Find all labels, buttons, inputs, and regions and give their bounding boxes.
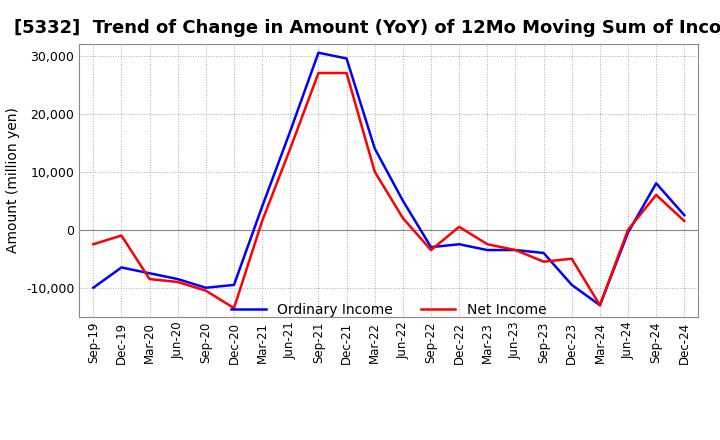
Net Income	[427, 247, 436, 253]
Ordinary Income	[230, 282, 238, 287]
Ordinary Income	[258, 204, 266, 209]
Ordinary Income	[286, 128, 294, 134]
Net Income	[174, 279, 182, 285]
Y-axis label: Amount (million yen): Amount (million yen)	[6, 107, 20, 253]
Ordinary Income	[145, 271, 154, 276]
Ordinary Income	[370, 146, 379, 151]
Net Income	[342, 70, 351, 76]
Net Income	[624, 227, 632, 232]
Net Income	[230, 305, 238, 311]
Ordinary Income	[399, 198, 408, 203]
Net Income	[258, 218, 266, 224]
Ordinary Income	[652, 181, 660, 186]
Net Income	[202, 288, 210, 293]
Net Income	[511, 247, 520, 253]
Ordinary Income	[483, 247, 492, 253]
Ordinary Income	[314, 50, 323, 55]
Ordinary Income	[202, 285, 210, 290]
Ordinary Income	[680, 213, 688, 218]
Net Income	[455, 224, 464, 230]
Ordinary Income	[511, 247, 520, 253]
Line: Net Income: Net Income	[94, 73, 684, 308]
Net Income	[652, 192, 660, 198]
Title: [5332]  Trend of Change in Amount (YoY) of 12Mo Moving Sum of Incomes: [5332] Trend of Change in Amount (YoY) o…	[14, 19, 720, 37]
Ordinary Income	[567, 282, 576, 287]
Ordinary Income	[174, 276, 182, 282]
Net Income	[286, 146, 294, 151]
Net Income	[595, 303, 604, 308]
Net Income	[117, 233, 126, 238]
Ordinary Income	[624, 230, 632, 235]
Net Income	[680, 218, 688, 224]
Net Income	[399, 216, 408, 221]
Ordinary Income	[342, 56, 351, 61]
Line: Ordinary Income: Ordinary Income	[94, 53, 684, 305]
Net Income	[567, 256, 576, 261]
Net Income	[145, 276, 154, 282]
Net Income	[483, 242, 492, 247]
Ordinary Income	[539, 250, 548, 256]
Net Income	[370, 169, 379, 174]
Ordinary Income	[427, 245, 436, 250]
Net Income	[89, 242, 98, 247]
Ordinary Income	[455, 242, 464, 247]
Net Income	[539, 259, 548, 264]
Ordinary Income	[89, 285, 98, 290]
Net Income	[314, 70, 323, 76]
Legend: Ordinary Income, Net Income: Ordinary Income, Net Income	[226, 297, 552, 322]
Ordinary Income	[595, 303, 604, 308]
Ordinary Income	[117, 265, 126, 270]
